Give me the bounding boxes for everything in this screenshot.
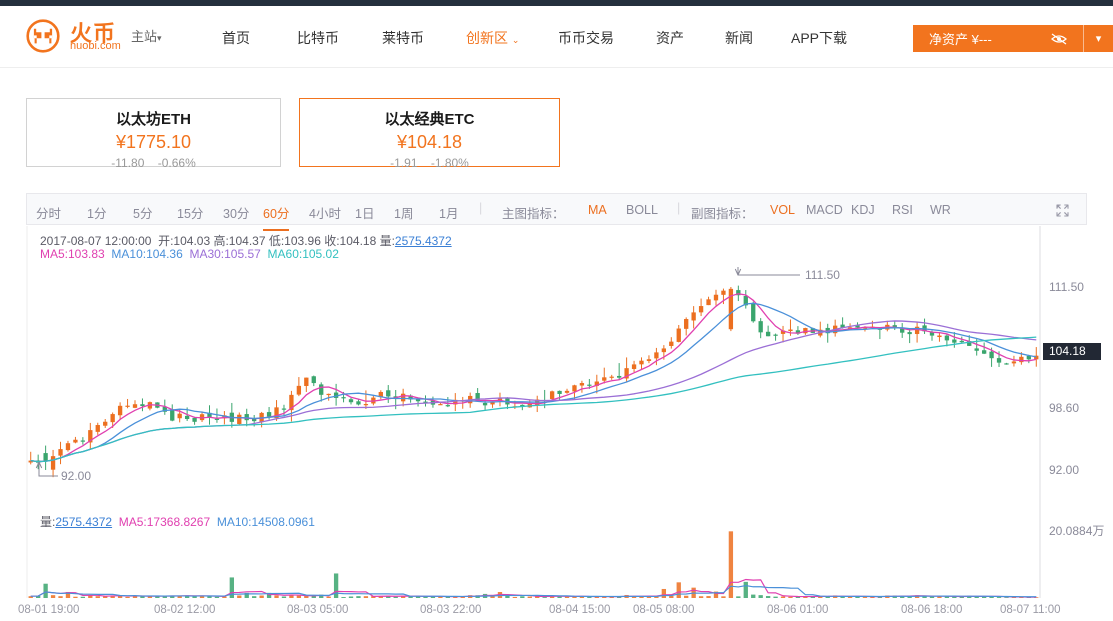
svg-text:08-03 05:00: 08-03 05:00 bbox=[287, 604, 348, 616]
svg-text:08-03 22:00: 08-03 22:00 bbox=[420, 604, 481, 616]
svg-text:08-07 11:00: 08-07 11:00 bbox=[1000, 604, 1061, 616]
svg-text:08-06 18:00: 08-06 18:00 bbox=[901, 604, 962, 616]
svg-text:111.50: 111.50 bbox=[1049, 280, 1084, 294]
svg-text:92.00: 92.00 bbox=[61, 469, 91, 483]
svg-text:98.60: 98.60 bbox=[1049, 401, 1079, 415]
svg-text:111.50: 111.50 bbox=[805, 268, 840, 282]
svg-text:08-04 15:00: 08-04 15:00 bbox=[549, 604, 610, 616]
svg-text:08-05 08:00: 08-05 08:00 bbox=[633, 604, 694, 616]
svg-text:08-02 12:00: 08-02 12:00 bbox=[154, 604, 215, 616]
svg-text:92.00: 92.00 bbox=[1049, 463, 1079, 477]
svg-text:20.0884万: 20.0884万 bbox=[1049, 524, 1104, 538]
svg-text:104.18: 104.18 bbox=[1049, 344, 1086, 358]
svg-text:08-06 01:00: 08-06 01:00 bbox=[767, 604, 828, 616]
svg-text:08-01 19:00: 08-01 19:00 bbox=[18, 604, 79, 616]
